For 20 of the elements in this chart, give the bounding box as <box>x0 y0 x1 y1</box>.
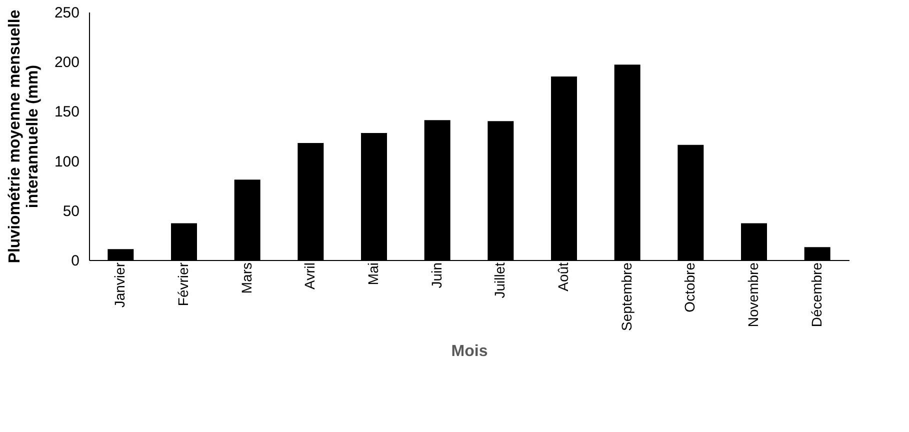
x-tick-label: Décembre <box>808 262 824 328</box>
x-tick-label: Juin <box>428 262 444 288</box>
y-axis-title: Pluviométrie moyenne mensuelle interannuelle (mm) <box>6 10 42 264</box>
y-tick-label: 150 <box>54 104 80 121</box>
y-tick-label: 100 <box>54 153 80 170</box>
x-tick-label: Janvier <box>112 262 128 308</box>
y-tick-label: 200 <box>54 54 80 72</box>
x-tick-label: Novembre <box>745 262 761 328</box>
x-tick-label: Août <box>555 262 571 292</box>
x-axis-title: Mois <box>451 342 488 360</box>
y-tick-label: 50 <box>62 202 80 220</box>
x-tick-label: Février <box>175 262 191 306</box>
x-tick-label: Avril <box>302 262 318 290</box>
x-tick-label: Juillet <box>492 262 508 298</box>
y-tick-label: 0 <box>71 252 80 270</box>
x-tick-label: Septembre <box>618 262 634 331</box>
y-tick-label: 250 <box>54 4 80 22</box>
x-tick-label: Octobre <box>682 262 698 312</box>
x-tick-label: Mars <box>238 262 254 294</box>
x-tick-label: Mai <box>365 262 381 286</box>
